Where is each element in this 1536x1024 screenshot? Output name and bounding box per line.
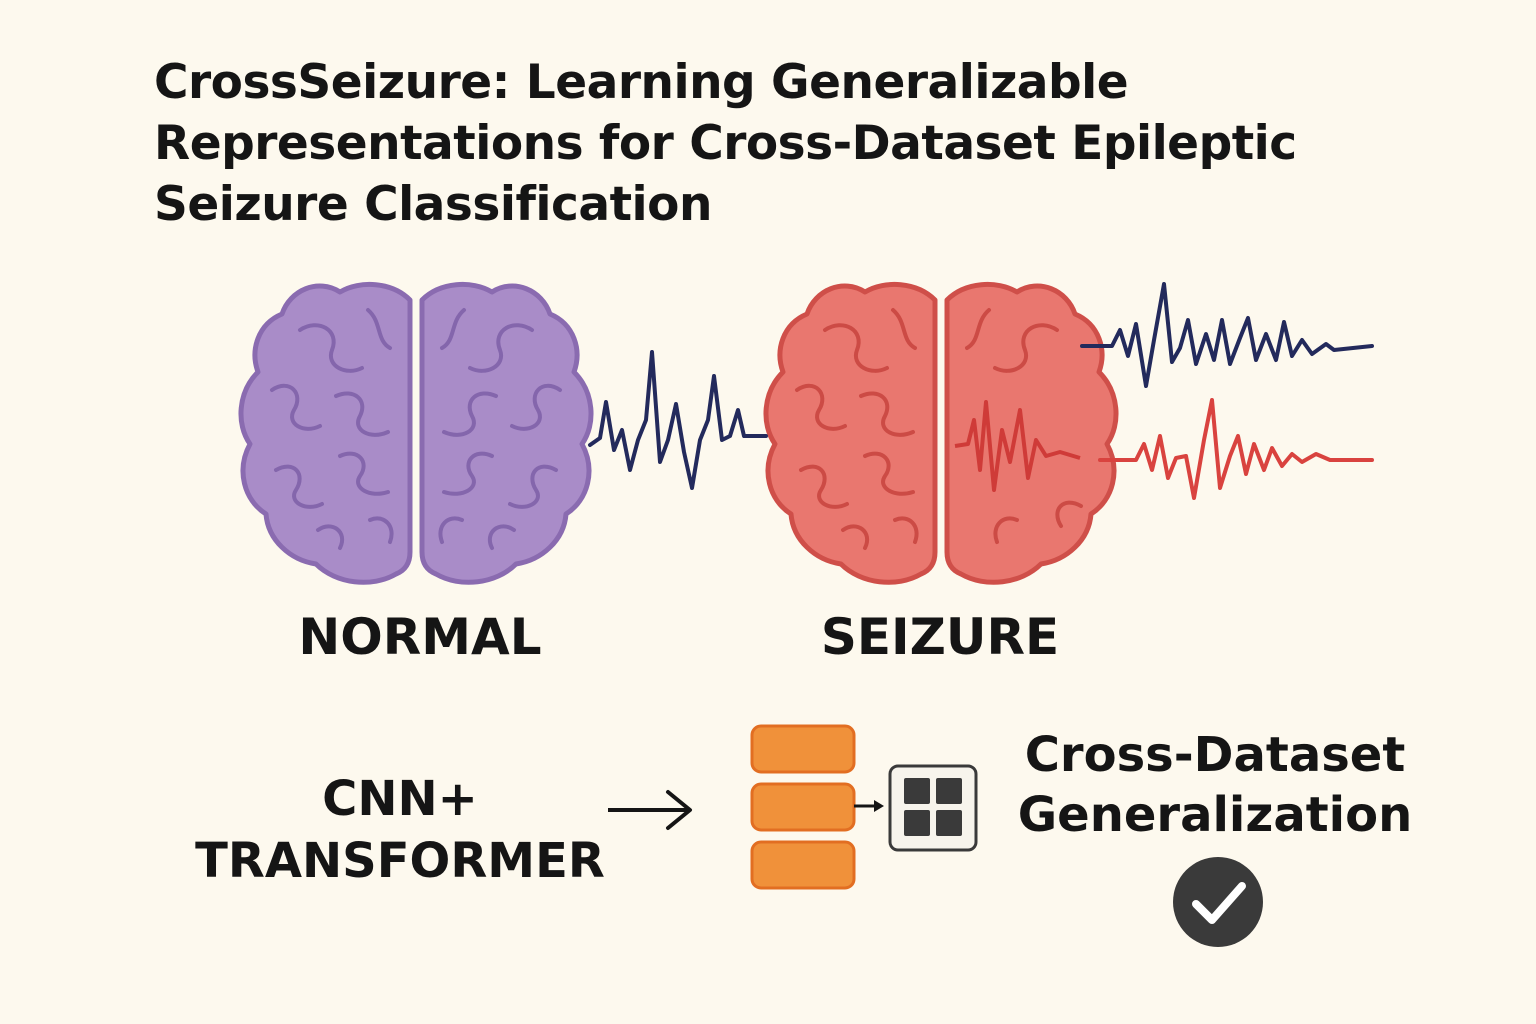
generalization-label: Cross-Dataset Generalization (990, 725, 1440, 845)
diagram-title: CrossSeizure: Learning Generalizable Rep… (154, 52, 1354, 235)
seizure-label: SEIZURE (820, 608, 1060, 666)
title-line-2: Representations for Cross-Dataset Epilep… (154, 116, 1297, 171)
grid-icon (888, 764, 978, 852)
model-label: CNN+ TRANSFORMER (180, 768, 620, 892)
normal-label: NORMAL (298, 608, 542, 666)
generalization-label-line-2: Generalization (1017, 787, 1413, 843)
layer-stack-icon (750, 724, 884, 890)
title-line-3: Seizure Classification (154, 177, 712, 232)
eeg-wave-icon (588, 350, 768, 490)
arrow-icon (608, 790, 692, 830)
seizure-brain-icon (763, 281, 1119, 585)
generalization-label-line-1: Cross-Dataset (1024, 727, 1406, 783)
model-label-line-2: TRANSFORMER (195, 833, 605, 889)
normal-brain-hemispheres (238, 281, 594, 585)
model-label-line-1: CNN+ (322, 771, 478, 827)
eeg-wave-icon (1080, 282, 1374, 388)
check-circle-icon (1173, 857, 1263, 947)
title-line-1: CrossSeizure: Learning Generalizable (154, 55, 1129, 110)
eeg-wave-icon (1098, 398, 1374, 500)
